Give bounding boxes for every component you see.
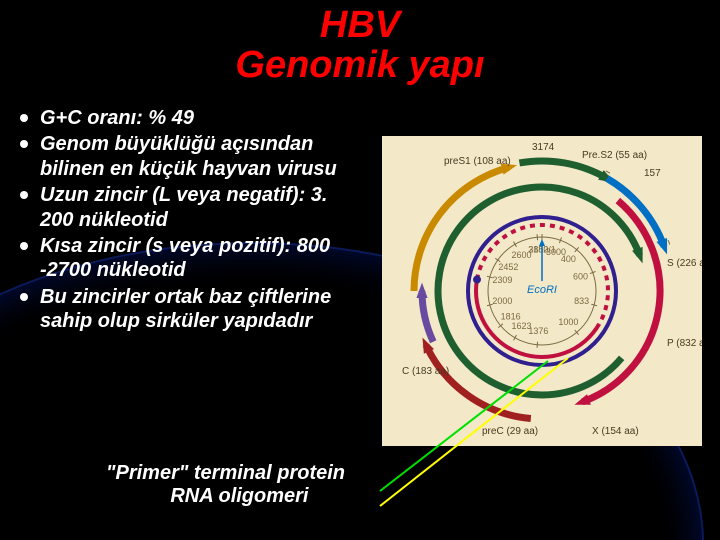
caption: "Primer" terminal protein RNA oligomeri [106, 462, 345, 508]
orf-label-P: P (832 aa) [667, 338, 702, 349]
tick-label: 2309 [492, 275, 512, 285]
orf-label-tick3174: 3174 [532, 142, 555, 153]
orf-label-X: X (154 aa) [592, 426, 639, 437]
orf-label-preC: preC (29 aa) [482, 426, 538, 437]
orf-label-S: S (226 aa) [667, 258, 702, 269]
caption-line-1: "Primer" terminal protein [106, 462, 345, 484]
primer-dot-icon [473, 276, 481, 284]
bullet-row: Bu zincirler ortak baz çiftlerine sahip … [14, 285, 354, 334]
bullet-row: Genom büyüklüğü açısından bilinen en küç… [14, 132, 354, 181]
bullet-dot-icon [20, 114, 28, 122]
bullet-row: Uzun zincir (L veya negatif): 3. 200 nük… [14, 183, 354, 232]
bullet-text: Uzun zincir (L veya negatif): 3. 200 nük… [40, 183, 354, 232]
bullet-dot-icon [20, 140, 28, 148]
genome-diagram: 3182/14006008331000137616231816200023092… [382, 136, 702, 446]
bullet-dot-icon [20, 293, 28, 301]
bullet-row: Kısa zincir (s veya pozitif): 800 -2700 … [14, 234, 354, 283]
bullet-text: Kısa zincir (s veya pozitif): 800 -2700 … [40, 234, 354, 283]
caption-line-2: RNA oligomeri [170, 485, 308, 507]
bullet-dot-icon [20, 191, 28, 199]
orf-label-preS1: preS1 (108 aa) [444, 156, 511, 167]
tick-label: 1000 [558, 317, 578, 327]
bullet-dot-icon [20, 242, 28, 250]
ecori-label: EcoRI [527, 284, 557, 296]
title-line-1: HBV [320, 4, 400, 46]
bullet-list: G+C oranı: % 49Genom büyüklüğü açısından… [14, 106, 354, 336]
bullet-text: G+C oranı: % 49 [40, 106, 194, 130]
tick-label: 3000 [546, 247, 566, 257]
tick-label: 600 [573, 271, 588, 281]
page-title: HBV Genomik yapı [0, 6, 720, 86]
tick-label: 1623 [511, 321, 531, 331]
title-line-2: Genomik yapı [235, 44, 484, 86]
tick-label: 2000 [492, 296, 512, 306]
orf-label-C: C (183 aa) [402, 366, 449, 377]
bullet-row: G+C oranı: % 49 [14, 106, 354, 130]
bullet-text: Genom büyüklüğü açısından bilinen en küç… [40, 132, 354, 181]
orf-label-preS2: Pre.S2 (55 aa) [582, 150, 647, 161]
bullet-text: Bu zincirler ortak baz çiftlerine sahip … [40, 285, 354, 334]
tick-mark [537, 342, 538, 348]
tick-label: 1816 [501, 312, 521, 322]
tick-label: 2452 [498, 262, 518, 272]
tick-label: 833 [574, 296, 589, 306]
orf-label-tick157: 157 [644, 168, 661, 179]
genome-svg: 3182/14006008331000137616231816200023092… [382, 136, 702, 446]
tick-mark [537, 234, 538, 240]
